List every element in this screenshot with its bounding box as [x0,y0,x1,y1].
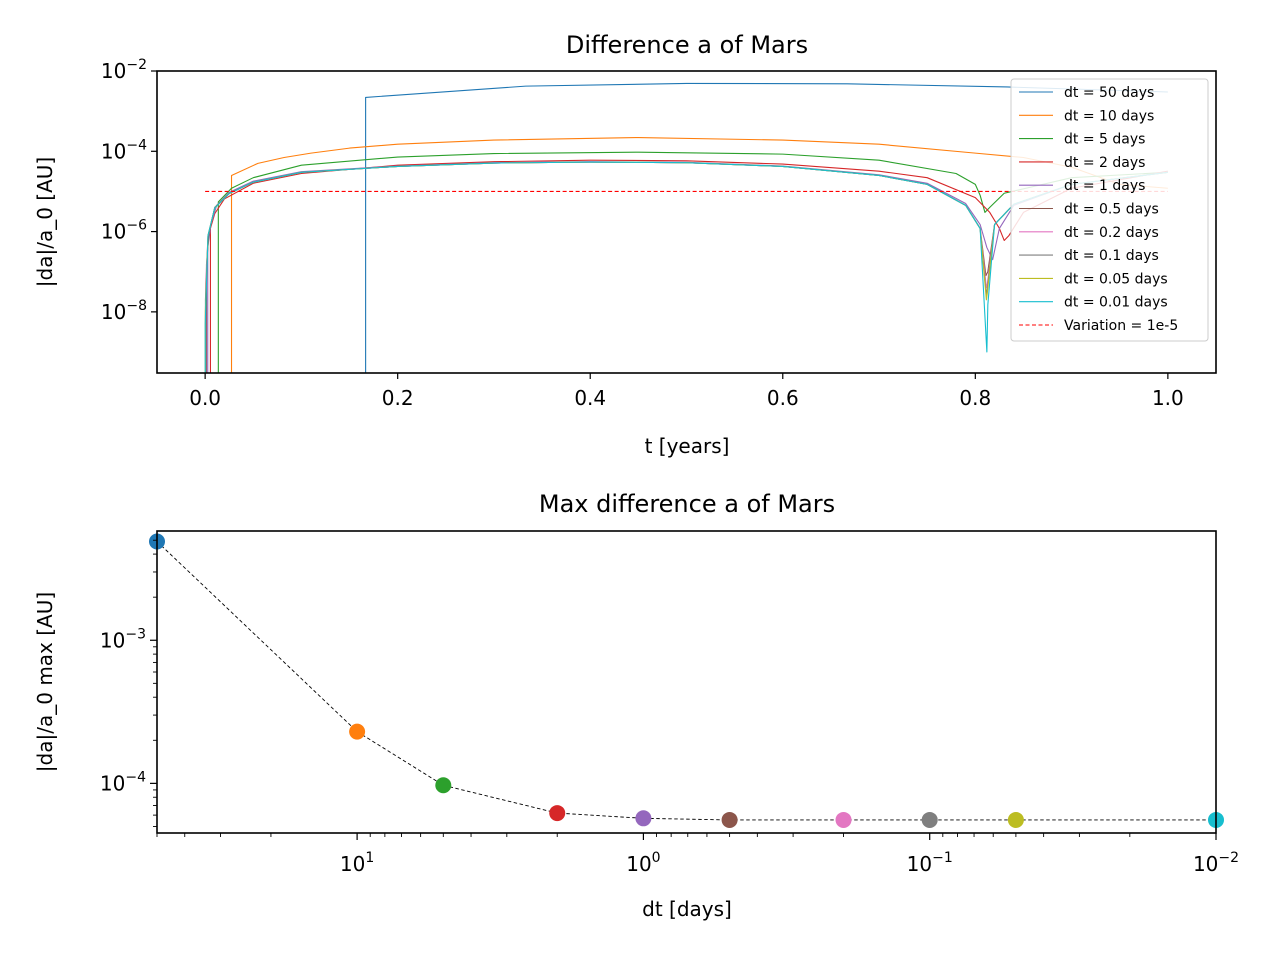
legend-label: dt = 0.2 days [1064,225,1159,241]
y-tick-label: 10−2 [101,57,147,83]
chart-title: Difference a of Mars [566,31,808,59]
scatter-marks [149,533,1224,828]
legend-label: dt = 5 days [1064,132,1145,148]
data-point-7 [835,811,852,828]
connector-line [156,541,1216,821]
legend-box [1010,78,1209,342]
x-axis-label: t [years] [645,434,730,458]
y-tick-label: 10−4 [101,137,147,163]
legend-label: dt = 50 days [1064,85,1154,101]
plot-frame [156,70,1217,374]
x-axis-ticks: 101 100 10−1 10−2 [156,833,1239,876]
y-axis-ticks: 10−2 10−4 10−6 10−8 [101,57,157,324]
data-point-2 [349,723,366,740]
legend-label: dt = 10 days [1064,108,1154,124]
y-tick-label: 10−4 [100,769,146,795]
x-axis-label: dt [days] [642,897,732,921]
plot-frame [156,530,1217,834]
x-tick-label: 1.0 [1152,386,1184,410]
data-point-9 [1007,811,1024,828]
y-tick-label: 10−3 [100,626,146,652]
data-point-3 [435,777,452,794]
x-tick-label: 10−1 [907,850,953,876]
x-tick-label: 101 [340,850,374,876]
x-tick-label: 0.0 [189,386,221,410]
y-tick-label: 10−6 [101,218,147,244]
legend-label: dt = 0.1 days [1064,248,1159,264]
x-tick-label: 0.6 [767,386,799,410]
legend: dt = 50 days dt = 10 days dt = 5 days dt = … [1010,78,1209,342]
legend-label: dt = 1 days [1064,178,1145,194]
data-point-8 [921,811,938,828]
y-axis-label: |da|/a_0 [AU] [33,157,57,287]
legend-label: dt = 0.5 days [1064,202,1159,218]
series-line-4 [209,159,1168,373]
time-series-panel: Difference a of Mars 0.0 0.2 0.4 0.6 0.8 1.0 … [33,31,1217,458]
x-tick-label: 0.2 [382,386,414,410]
chart-title: Max difference a of Mars [539,490,835,518]
x-tick-label: 10−2 [1193,850,1239,876]
y-axis-ticks: 10−3 10−4 [100,539,157,827]
y-tick-label: 10−8 [101,298,147,324]
data-point-4 [549,805,566,822]
legend-label: dt = 2 days [1064,155,1145,171]
x-tick-label: 0.4 [574,386,606,410]
series-line-10 [204,161,1168,373]
max-difference-panel: Max difference a of Mars 101 100 10−1 10−2 … [33,490,1239,921]
y-axis-label: |da|/a_0 max [AU] [33,592,57,772]
data-point-5 [635,810,652,827]
x-tick-label: 0.8 [959,386,991,410]
data-point-6 [721,811,738,828]
legend-label: dt = 0.05 days [1064,271,1168,287]
x-axis-ticks: 0.0 0.2 0.4 0.6 0.8 1.0 [189,373,1184,410]
x-tick-label: 100 [626,850,660,876]
legend-label: dt = 0.01 days [1064,295,1168,311]
series-line-3 [217,151,1168,373]
series-lines [204,82,1168,373]
legend-label: Variation = 1e-5 [1064,318,1178,334]
series-line-1 [365,82,1168,373]
